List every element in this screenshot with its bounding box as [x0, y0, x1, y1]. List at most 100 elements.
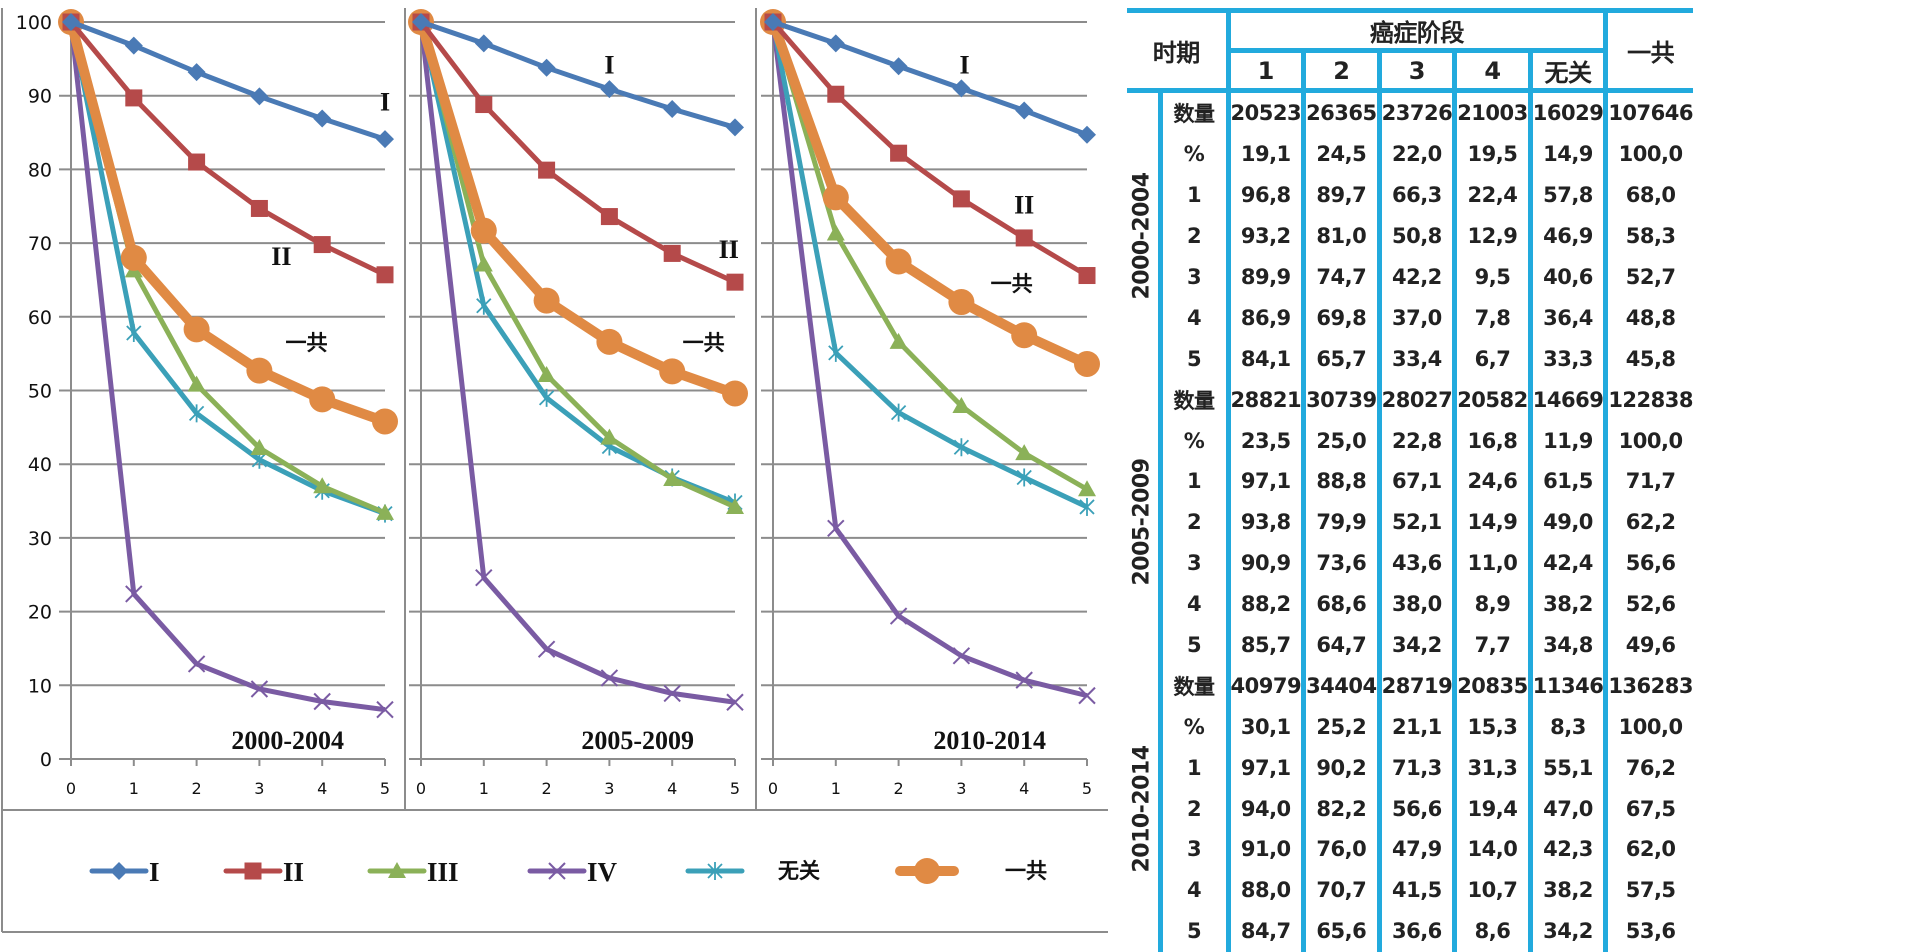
data-point [313, 109, 332, 128]
data-point [1015, 671, 1033, 689]
table-cell: 24,6 [1452, 461, 1531, 502]
series-annotation: II [1014, 191, 1034, 220]
table-row: 3 90,9 73,6 43,6 11,0 42,4 56,6 [1127, 542, 1693, 584]
table-cell: 7,8 [1452, 297, 1531, 339]
data-point [890, 144, 908, 162]
data-point [1015, 101, 1034, 120]
data-point [1078, 686, 1096, 705]
table-cell: 88,2 [1225, 583, 1304, 625]
row-label: 5 [1157, 338, 1228, 380]
table-row: 2010-2014 数量 40979 34404 28719 20835 11346 1362… [1127, 665, 1693, 872]
data-point [952, 647, 971, 665]
survival-table: 时期 癌症阶段 一共 1 2 3 4 无关 2000-2004 数量 20523 26365 2372… [1127, 8, 1693, 952]
row-label: % [1157, 133, 1228, 175]
data-point [188, 404, 205, 423]
table-cell: 42,2 [1376, 256, 1455, 298]
table-row: 1 97,1 90,2 71,3 31,3 55,1 76,2 [1127, 747, 1693, 789]
x-tick-label: 5 [380, 779, 390, 798]
total-header: 一共 [1603, 8, 1693, 93]
series-annotation: II [719, 235, 739, 264]
table-cell: 97,1 [1225, 461, 1304, 502]
row-label: 1 [1157, 461, 1228, 502]
legend-marker-square [244, 862, 262, 880]
x-tick-label: 2 [894, 779, 904, 798]
table-cell: 30739 [1301, 379, 1380, 421]
table-cell: 8,3 [1527, 706, 1606, 748]
data-point [722, 380, 748, 407]
row-label: 3 [1157, 542, 1228, 584]
table-cell: 73,6 [1301, 542, 1380, 584]
table-cell: 11346 [1527, 665, 1606, 707]
data-point [663, 99, 682, 118]
series-annotation: I [380, 87, 390, 116]
table-cell: 67,1 [1376, 461, 1455, 502]
table-cell: 53,6 [1603, 910, 1693, 952]
table-cell: 38,0 [1376, 583, 1455, 625]
data-point [600, 428, 619, 445]
table-cell: 41,5 [1376, 869, 1455, 911]
table-cell: 68,0 [1603, 174, 1693, 216]
table-cell: 68,6 [1301, 583, 1380, 625]
x-marker-stroke [537, 640, 556, 658]
table-row: 2 94,0 82,2 56,6 19,4 47,0 67,5 [1127, 788, 1693, 830]
series-III [62, 13, 394, 520]
legend-item-无关: 无关 [685, 859, 820, 883]
table-cell: 93,8 [1225, 501, 1304, 543]
y-tick-label: 40 [28, 454, 52, 476]
data-point [309, 386, 336, 413]
y-tick-label: 0 [40, 749, 52, 771]
data-point [246, 357, 273, 384]
table-cell: 52,7 [1603, 256, 1693, 298]
table-cell: 58,3 [1603, 215, 1693, 257]
table-cell: 14,9 [1527, 133, 1606, 175]
table-cell: 30,1 [1225, 706, 1304, 748]
table-cell: 34,2 [1527, 910, 1606, 952]
x-marker-stroke [376, 700, 394, 719]
table-cell: 8,9 [1452, 583, 1531, 625]
table-cell: 61,5 [1527, 461, 1606, 502]
period-label: 2010-2014 [1129, 745, 1155, 873]
table-row: 2005-2009 数量 28821 30739 28027 20582 14669 1228… [1127, 379, 1693, 586]
table-cell: 100,0 [1603, 706, 1693, 748]
table-cell: 16029 [1527, 90, 1606, 134]
data-point [726, 118, 744, 137]
table-row: % 30,1 25,2 21,1 15,3 8,3 100,0 [1127, 706, 1693, 748]
data-point [250, 199, 268, 217]
table-cell: 23,5 [1225, 420, 1304, 462]
data-point [827, 85, 845, 103]
data-point [1016, 468, 1032, 487]
stage-header: 无关 [1527, 48, 1606, 93]
x-marker-stroke [187, 655, 206, 673]
legend-item-II: II [223, 857, 304, 887]
data-point [1079, 497, 1095, 516]
table-cell: 25,0 [1301, 420, 1380, 462]
x-marker-stroke [475, 568, 493, 587]
table-cell: 136283 [1603, 665, 1693, 707]
data-point [376, 266, 394, 284]
table-cell: 50,8 [1376, 215, 1455, 257]
data-point [126, 324, 142, 343]
data-point [538, 161, 556, 179]
row-label: 4 [1157, 869, 1228, 911]
series-III [764, 13, 1096, 497]
table-cell: 19,5 [1452, 133, 1531, 175]
table-cell: 7,7 [1452, 624, 1531, 666]
data-point [537, 640, 556, 658]
table-cell: 90,9 [1225, 542, 1304, 584]
table-cell: 57,8 [1527, 174, 1606, 216]
data-point [250, 680, 269, 698]
x-tick-label: 1 [479, 779, 489, 798]
series-line [69, 20, 387, 278]
table-cell: 46,9 [1527, 215, 1606, 257]
chart-legend: I II III IV 无关 一共 [89, 857, 1047, 887]
table-cell: 36,6 [1376, 910, 1455, 952]
legend-marker-triangle [388, 862, 406, 878]
data-point [600, 208, 618, 226]
table-cell: 28821 [1225, 379, 1304, 421]
data-point [764, 13, 782, 31]
data-point [187, 375, 206, 392]
table-row: 5 85,7 64,7 34,2 7,7 34,8 49,6 [1127, 624, 1693, 666]
x-marker-stroke [1015, 671, 1033, 689]
